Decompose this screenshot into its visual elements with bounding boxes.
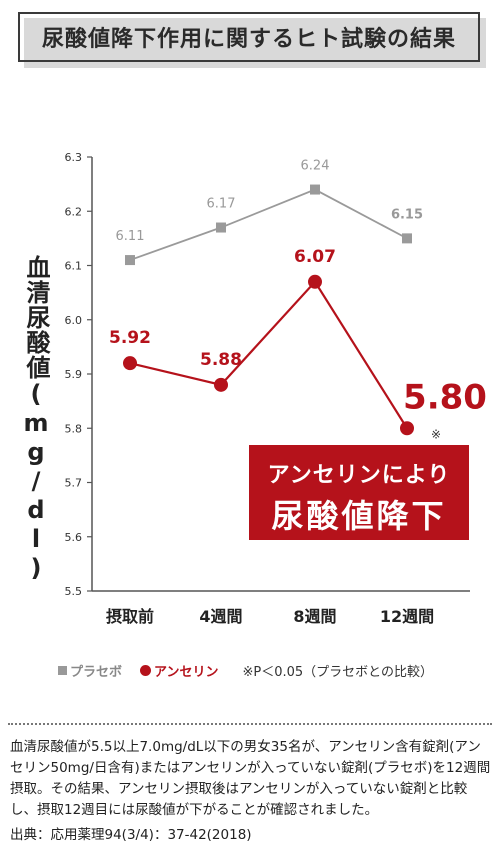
significance-mark: ※	[431, 427, 441, 441]
x-tick-label: 4週間	[199, 607, 242, 626]
placebo-point	[402, 233, 412, 244]
series-line-placebo	[129, 188, 408, 261]
study-description: 血清尿酸値が5.5以上7.0mg/dL以下の男女35名が、アンセリン含有錠剤(ア…	[10, 739, 491, 818]
x-tick-label: 摂取前	[106, 607, 154, 626]
legend-square-icon	[58, 665, 67, 675]
legend-significance-note: ※P＜0.05（プラセボとの比較）	[242, 664, 434, 680]
legend-placebo: プラセボ	[58, 661, 122, 680]
legend-anserine: アンセリン	[140, 661, 219, 680]
anserine-point	[308, 274, 322, 289]
chart-title: 尿酸値降下作用に関するヒト試験の結果	[18, 12, 480, 62]
anserine-data-label: 6.07	[294, 247, 336, 267]
placebo-point	[125, 255, 135, 266]
y-tick-label: 5.7	[65, 477, 83, 490]
y-tick-label: 6.1	[65, 260, 83, 273]
y-tick-label: 5.9	[65, 368, 83, 381]
y-tick-label: 6.0	[65, 314, 83, 327]
anserine-point	[123, 356, 137, 371]
callout-box: アンセリンにより 尿酸値降下	[249, 445, 469, 540]
callout-line-2: 尿酸値降下	[271, 497, 447, 535]
series-line-anserine	[129, 279, 408, 429]
y-axis-label: 血清尿酸値(mg/dl)	[22, 255, 50, 583]
placebo-data-label: 6.15	[391, 207, 423, 222]
callout-line-1: アンセリンにより	[267, 463, 451, 488]
anserine-point	[214, 377, 228, 392]
y-tick-label: 5.5	[65, 585, 83, 598]
placebo-point	[216, 222, 226, 233]
y-tick-label: 6.2	[65, 205, 83, 218]
anserine-data-label: 5.92	[109, 328, 151, 348]
title-shadow	[24, 18, 486, 68]
legend: プラセボ アンセリン ※P＜0.05（プラセボとの比較）	[58, 660, 488, 680]
line-chart: 5.5 5.6 5.7 5.8 5.9 6.0 6.1 6.2 6.3 摂取前 4週間 8週間 12週間…	[65, 151, 487, 626]
dotted-divider	[8, 723, 492, 725]
placebo-data-label: 6.17	[207, 197, 236, 212]
anserine-point	[400, 421, 414, 436]
x-tick-label: 12週間	[380, 607, 434, 626]
anserine-data-label: 5.88	[200, 350, 242, 370]
source-citation: 出典：応用薬理94(3/4)：37-42(2018)	[10, 827, 252, 843]
legend-circle-icon	[140, 664, 152, 676]
legend-placebo-label: プラセボ	[70, 664, 123, 680]
anserine-data-label-highlight: 5.80	[403, 377, 487, 417]
legend-anserine-label: アンセリン	[154, 664, 219, 680]
y-tick-label: 5.8	[65, 422, 83, 435]
placebo-point	[310, 184, 320, 195]
placebo-data-label: 6.24	[301, 159, 330, 174]
y-tick-label: 5.6	[65, 531, 83, 544]
placebo-data-label: 6.11	[116, 229, 145, 244]
x-tick-label: 8週間	[293, 607, 336, 626]
y-tick-label: 6.3	[65, 151, 83, 164]
